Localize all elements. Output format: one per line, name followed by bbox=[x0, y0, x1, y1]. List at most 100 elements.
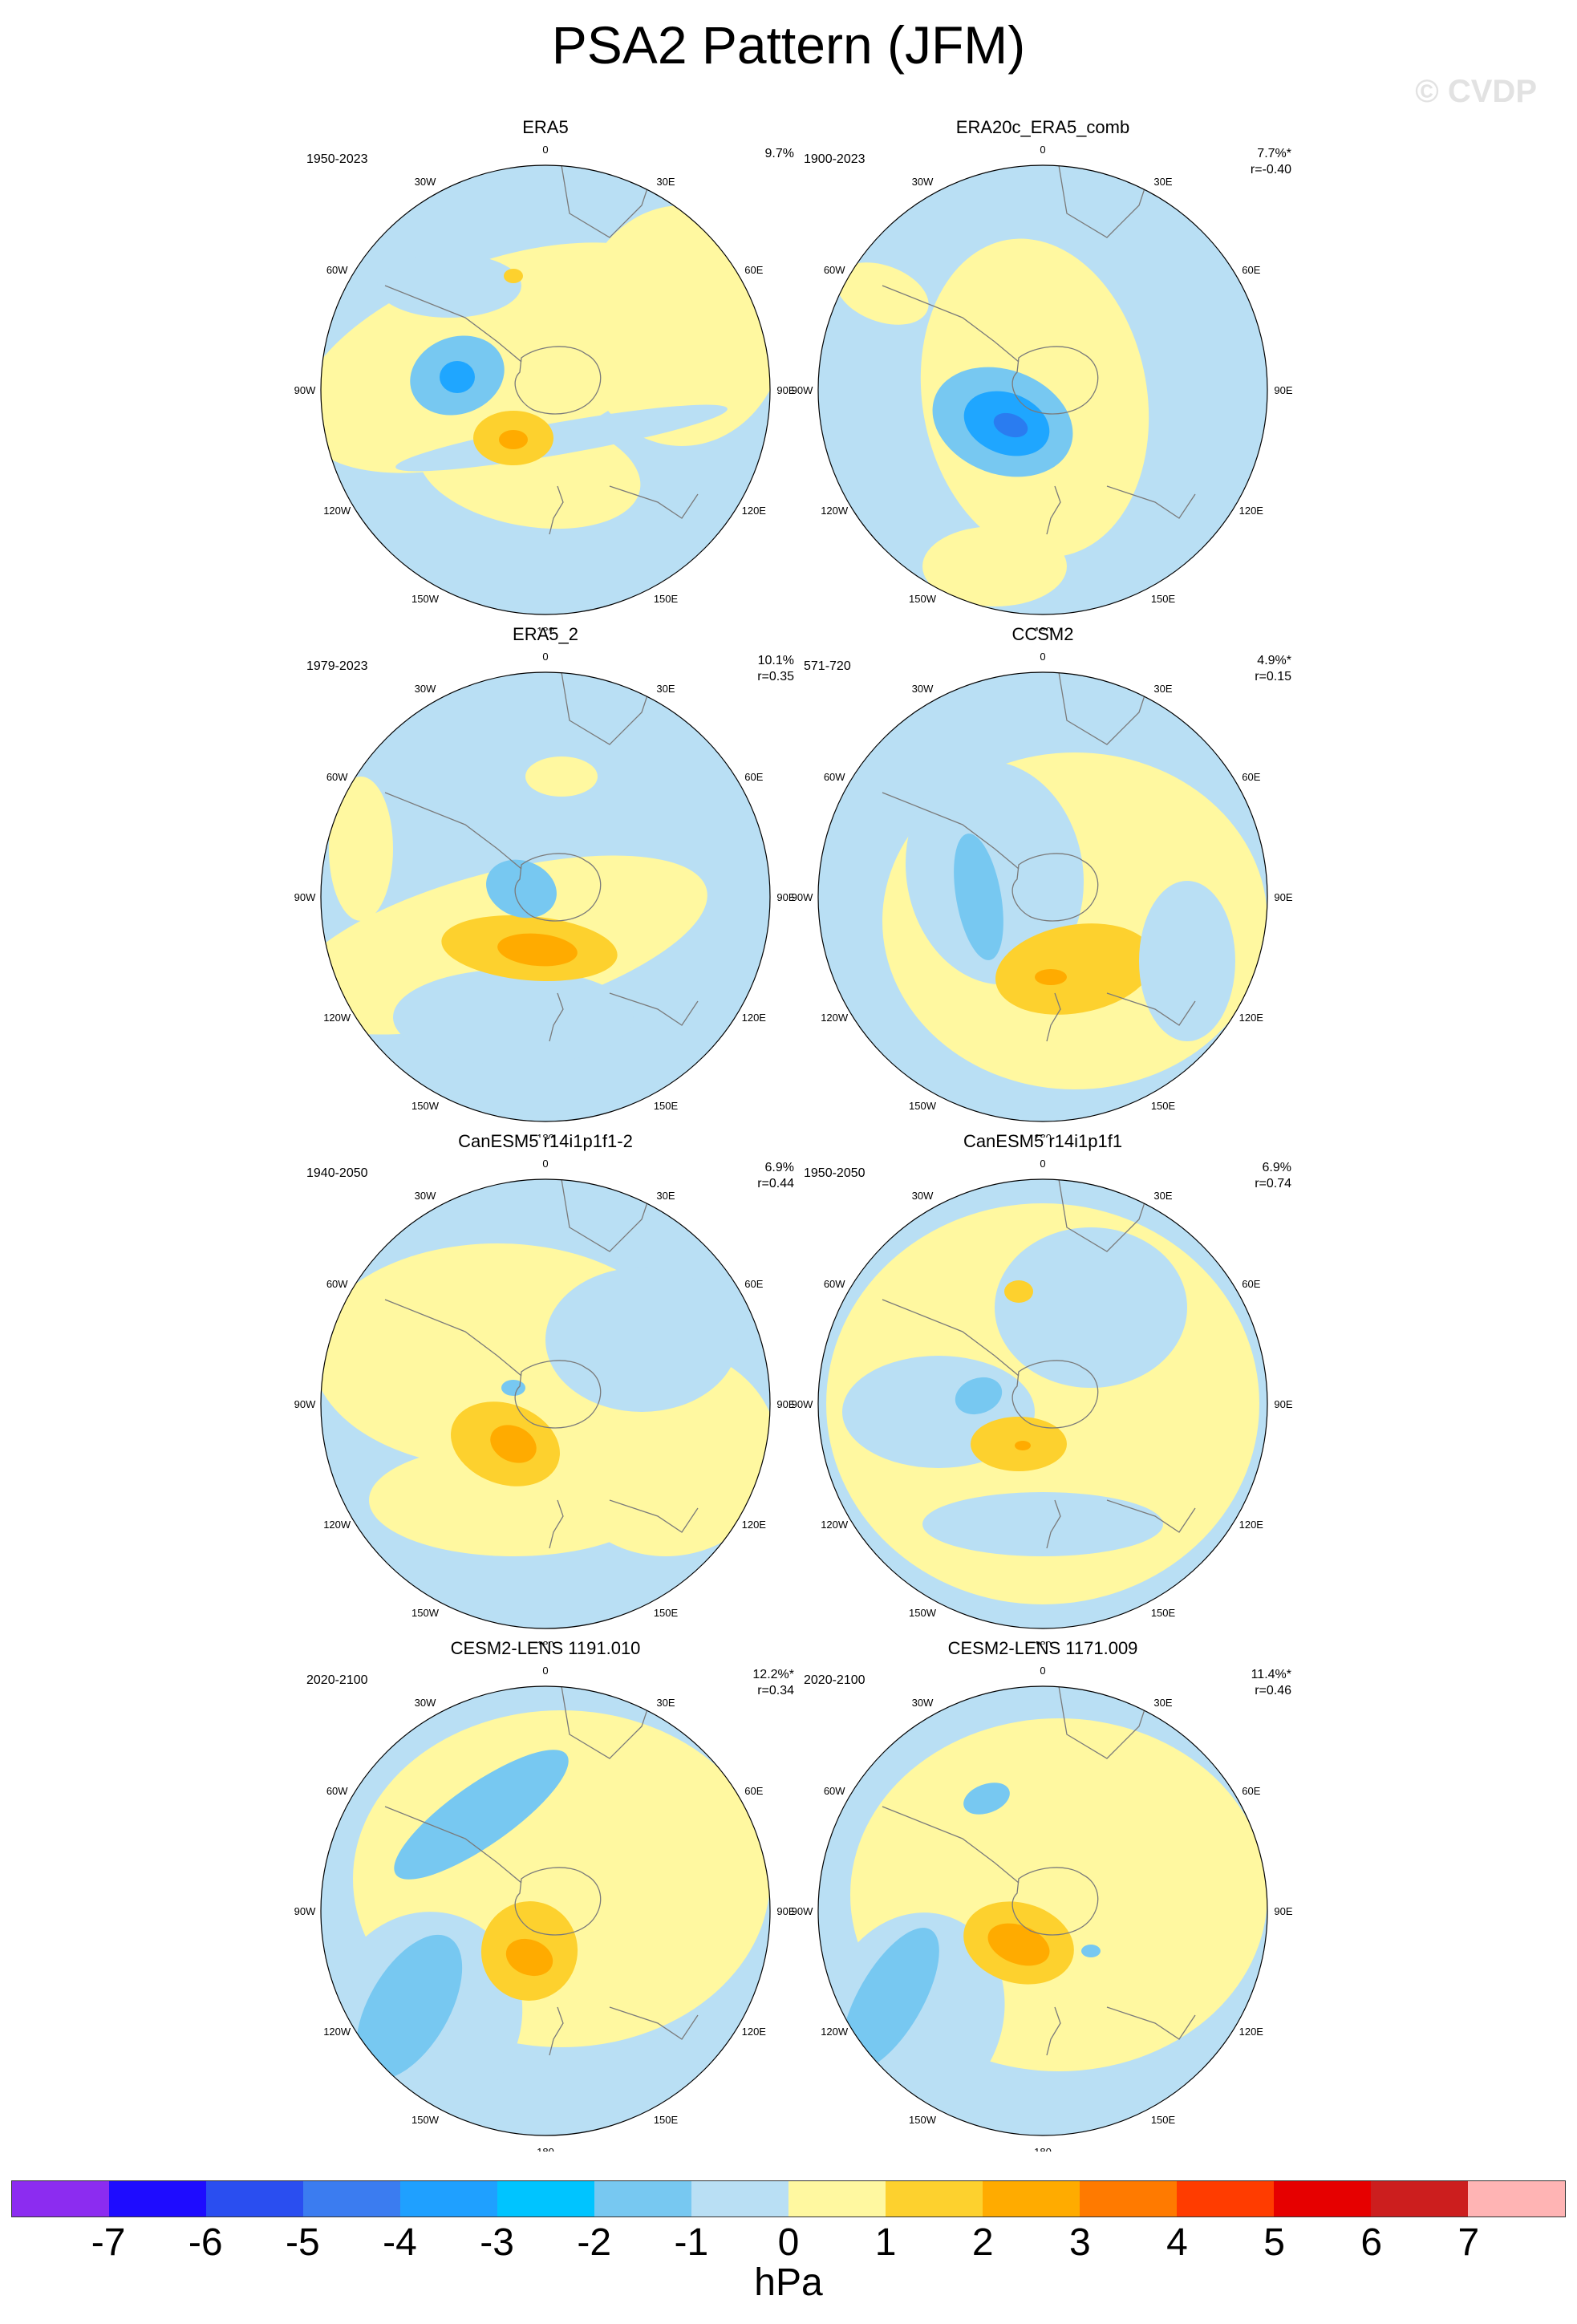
longitude-label: 30E bbox=[1153, 1697, 1172, 1709]
colorbar-tick: -5 bbox=[286, 2221, 320, 2264]
panel-stats: 12.2%* r=0.34 bbox=[698, 1667, 794, 1699]
colorbar-tick: -2 bbox=[577, 2221, 612, 2264]
panel-percent: 10.1% bbox=[757, 654, 794, 667]
longitude-label: 60E bbox=[1242, 1278, 1260, 1290]
longitude-label: 150E bbox=[654, 593, 679, 605]
colorbar-tick: 4 bbox=[1166, 2221, 1188, 2264]
map-panel-canesm5: CanESM5 r14i1p1f1 1950-2050 6.9% r=0.74 … bbox=[762, 1131, 1324, 1645]
panel-stats: 4.9%* r=0.15 bbox=[1195, 653, 1291, 685]
longitude-label: 90E bbox=[1274, 1398, 1292, 1410]
polar-map: 0 30E 60E 90E 120E 150E 180 150W 120W 90W 60W 30W bbox=[294, 144, 796, 631]
map-border bbox=[320, 164, 771, 615]
colorbar-tick: 1 bbox=[874, 2221, 897, 2264]
new-zealand-coastline bbox=[549, 1499, 564, 1549]
longitude-label: 180 bbox=[1034, 1132, 1052, 1138]
anomaly-contour bbox=[955, 1377, 1003, 1415]
anomaly-contour bbox=[377, 253, 521, 318]
panel-title: ERA5_2 bbox=[513, 624, 578, 644]
panel-period: 571-720 bbox=[804, 659, 851, 673]
longitude-label: 30W bbox=[912, 1190, 934, 1202]
map-panel-era20c-era5-comb: ERA20c_ERA5_comb 1900-2023 7.7%* r=-0.40… bbox=[762, 117, 1324, 631]
panel-period: 1940-2050 bbox=[306, 1166, 368, 1180]
polar-map: 0 30E 60E 90E 120E 150E 180 150W 120W 90W 60W 30W bbox=[294, 1158, 796, 1645]
australia-coastline bbox=[609, 2006, 699, 2040]
panel-correlation: r=0.46 bbox=[1255, 1684, 1291, 1697]
longitude-label: 60E bbox=[1242, 264, 1260, 276]
anomaly-contour bbox=[993, 412, 1028, 438]
anomaly-contour bbox=[545, 1267, 738, 1412]
map-panel-cesm2-1191: CESM2-LENS 1191.010 2020-2100 12.2%* r=0… bbox=[265, 1638, 826, 2152]
africa-coastline bbox=[561, 1686, 651, 1759]
longitude-label: 90W bbox=[792, 891, 813, 903]
longitude-label: 90W bbox=[294, 1905, 316, 1917]
field-layer bbox=[818, 1686, 1267, 2135]
colorbar-swatch bbox=[788, 2181, 886, 2217]
polar-map: 0 30E 60E 90E 120E 150E 180 150W 120W 90W 60W 30W bbox=[792, 1158, 1293, 1645]
longitude-label: 180 bbox=[537, 625, 554, 631]
antarctica-coastline bbox=[1011, 853, 1099, 922]
longitude-label: 120W bbox=[323, 505, 351, 517]
anomaly-contour bbox=[394, 1750, 569, 1880]
map-panel-ccsm2: CCSM2 571-720 4.9%* r=0.15 0 30E 60E 90E 120… bbox=[762, 624, 1324, 1138]
longitude-label: 30W bbox=[415, 176, 436, 188]
longitude-label: 30E bbox=[1153, 176, 1172, 188]
longitude-label: 120E bbox=[1239, 1519, 1264, 1531]
longitude-label: 180 bbox=[1034, 625, 1052, 631]
longitude-label: 150W bbox=[411, 2114, 440, 2126]
panel-stats: 6.9% r=0.74 bbox=[1195, 1160, 1291, 1192]
south-america-coastline bbox=[384, 1299, 522, 1377]
longitude-label: 180 bbox=[1034, 1639, 1052, 1645]
longitude-label: 120E bbox=[1239, 1012, 1264, 1024]
antarctica-coastline bbox=[1011, 346, 1099, 415]
anomaly-contour bbox=[963, 1783, 1010, 1815]
longitude-label: 180 bbox=[537, 1132, 554, 1138]
longitude-label: 60W bbox=[824, 1785, 845, 1797]
longitude-label: 30W bbox=[415, 1190, 436, 1202]
longitude-label: 60W bbox=[824, 771, 845, 783]
panel-percent: 4.9%* bbox=[1257, 654, 1291, 667]
longitude-label: 120E bbox=[742, 1012, 767, 1024]
longitude-label: 180 bbox=[1034, 2146, 1052, 2152]
south-america-coastline bbox=[882, 1299, 1020, 1377]
longitude-label: 60E bbox=[744, 1278, 763, 1290]
panel-title: CESM2-LENS 1191.010 bbox=[450, 1638, 641, 1658]
south-america-coastline bbox=[384, 1806, 522, 1884]
longitude-label: 180 bbox=[537, 1639, 554, 1645]
panel-title: CESM2-LENS 1171.009 bbox=[947, 1638, 1138, 1658]
colorbar-tick: 5 bbox=[1263, 2221, 1285, 2264]
longitude-label: 30E bbox=[656, 1697, 675, 1709]
africa-coastline bbox=[561, 165, 651, 238]
map-border bbox=[817, 164, 1268, 615]
colorbar-swatch bbox=[594, 2181, 691, 2217]
longitude-label: 90W bbox=[792, 1398, 813, 1410]
australia-coastline bbox=[1106, 1499, 1196, 1533]
panel-period: 2020-2100 bbox=[804, 1673, 866, 1687]
polar-map: 0 30E 60E 90E 120E 150E 180 150W 120W 90W 60W 30W bbox=[792, 651, 1293, 1138]
longitude-label: 90E bbox=[776, 1398, 795, 1410]
longitude-label: 90W bbox=[294, 1398, 316, 1410]
longitude-label: 120E bbox=[1239, 505, 1264, 517]
anomaly-contour bbox=[499, 430, 528, 449]
figure-title: PSA2 Pattern (JFM) bbox=[551, 15, 1026, 75]
longitude-label: 30E bbox=[1153, 1190, 1172, 1202]
longitude-label: 30W bbox=[912, 1697, 934, 1709]
south-america-coastline bbox=[882, 792, 1020, 870]
longitude-label: 0 bbox=[1040, 651, 1045, 663]
longitude-label: 120W bbox=[821, 1519, 849, 1531]
colorbar-swatch bbox=[1274, 2181, 1371, 2217]
longitude-label: 60W bbox=[326, 264, 348, 276]
panel-percent: 11.4%* bbox=[1251, 1668, 1291, 1681]
longitude-label: 90E bbox=[776, 384, 795, 396]
anomaly-contour bbox=[836, 262, 929, 325]
longitude-label: 150E bbox=[1151, 593, 1176, 605]
panel-period: 1950-2023 bbox=[306, 152, 368, 166]
colorbar-swatch bbox=[1371, 2181, 1468, 2217]
longitude-label: 0 bbox=[542, 1158, 548, 1170]
longitude-label: 150E bbox=[1151, 1100, 1176, 1112]
antarctica-coastline bbox=[1011, 1360, 1099, 1429]
longitude-label: 150W bbox=[909, 593, 937, 605]
longitude-label: 30E bbox=[656, 683, 675, 695]
anomaly-contour bbox=[1139, 881, 1235, 1041]
new-zealand-coastline bbox=[549, 2006, 564, 2056]
australia-coastline bbox=[609, 992, 699, 1026]
